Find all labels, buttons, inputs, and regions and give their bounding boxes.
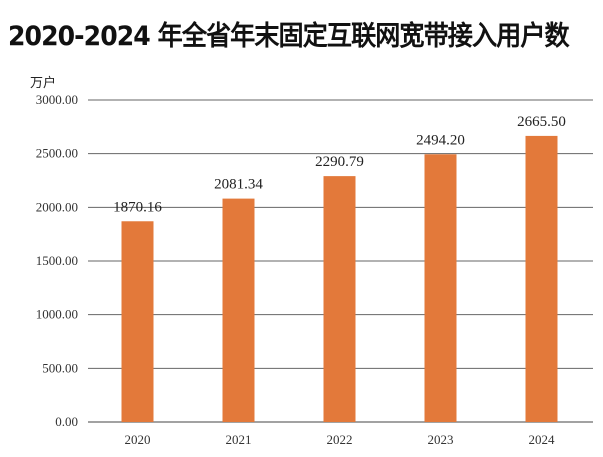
chart-title: 2020-2024 年全省年末固定互联网宽带接入用户数 (8, 21, 570, 52)
y-tick-label: 500.00 (42, 360, 78, 375)
bar-2024 (525, 135, 558, 422)
y-tick-label: 0.00 (55, 414, 78, 429)
x-tick-label: 2023 (428, 432, 454, 447)
bar-2021 (222, 198, 255, 422)
x-tick-label: 2021 (226, 432, 252, 447)
y-tick-label: 2500.00 (36, 146, 78, 161)
bar-2023 (424, 154, 457, 423)
data-label: 2665.50 (517, 114, 566, 130)
y-tick-label: 2000.00 (36, 199, 78, 214)
bar-2022 (323, 176, 356, 422)
x-tick-label: 2022 (327, 432, 353, 447)
data-label: 1870.16 (113, 199, 162, 215)
y-tick-label: 1500.00 (36, 253, 78, 268)
x-tick-label: 2020 (125, 432, 151, 447)
data-label: 2081.34 (214, 177, 263, 193)
bar-2020 (121, 221, 154, 422)
data-label: 2494.20 (416, 132, 465, 148)
data-label: 2290.79 (315, 154, 364, 170)
y-axis-unit: 万户 (30, 76, 57, 91)
y-tick-label: 3000.00 (36, 92, 78, 107)
x-tick-label: 2024 (529, 432, 556, 447)
y-tick-label: 1000.00 (36, 307, 78, 322)
